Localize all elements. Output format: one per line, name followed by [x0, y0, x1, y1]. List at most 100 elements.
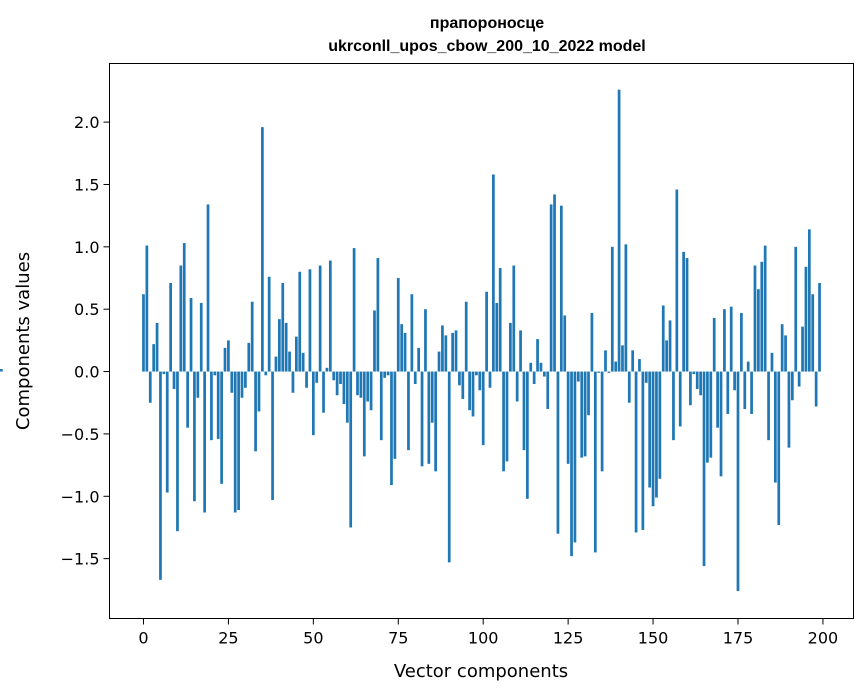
bar-170: [719, 371, 723, 477]
bar-98: [475, 371, 478, 376]
y-tick-label: −0.5: [61, 425, 100, 444]
bar-199: [818, 283, 821, 372]
bar-61: [349, 371, 353, 528]
bar-172: [726, 371, 730, 414]
bar-99: [478, 371, 482, 391]
bars-group: [0, 89, 821, 592]
bar-36: [264, 371, 268, 376]
bar-73: [390, 371, 393, 486]
bar-59: [342, 371, 346, 404]
bar-116: [536, 339, 539, 372]
bar-136: [604, 350, 607, 372]
bar-179: [750, 371, 753, 414]
bar-142: [624, 244, 628, 372]
bar-81: [417, 347, 421, 372]
bar-146: [638, 359, 641, 372]
bar-70: [379, 371, 383, 441]
bar-93: [458, 371, 461, 386]
bar-60: [345, 371, 349, 423]
y-tick-label: −1.5: [61, 550, 100, 569]
bar-20: [210, 371, 213, 441]
bar-119: [546, 371, 550, 409]
bar-10: [176, 371, 179, 532]
bar-49: [308, 269, 312, 372]
bar-50: [311, 371, 315, 436]
bar-171: [723, 309, 726, 372]
bar-198: [814, 371, 818, 407]
bar-55: [328, 260, 332, 372]
chart-subtitle: ukrconll_upos_cbow_200_10_2022 model: [328, 38, 645, 55]
y-axis-label: Components values: [13, 252, 34, 430]
bar-12: [182, 243, 186, 372]
bar-23: [220, 371, 223, 484]
bar-151: [655, 371, 658, 498]
bar-56: [332, 371, 336, 381]
x-tick-label: 125: [553, 629, 584, 648]
bar-65: [362, 371, 366, 457]
bar-117: [539, 362, 543, 372]
bar-181: [757, 289, 760, 372]
bar-114: [529, 362, 533, 372]
bar-137: [607, 371, 611, 373]
x-tick-label: 100: [468, 629, 499, 648]
bar-undefined: [0, 369, 3, 372]
bar-67: [369, 371, 373, 411]
bar-164: [699, 371, 702, 396]
bar-69: [376, 258, 380, 372]
bar-144: [631, 350, 635, 372]
bar-85: [430, 371, 434, 423]
bar-84: [427, 371, 431, 464]
bar-150: [651, 371, 655, 507]
bar-6: [162, 371, 166, 375]
bar-141: [621, 345, 624, 372]
bar-110: [515, 371, 519, 402]
bar-130: [583, 371, 587, 457]
bar-155: [668, 320, 672, 372]
bar-148: [644, 371, 648, 383]
bar-104: [495, 302, 499, 372]
bar-90: [447, 371, 451, 563]
bar-28: [237, 371, 240, 510]
bar-97: [471, 371, 475, 417]
bar-160: [685, 258, 689, 372]
bar-177: [743, 371, 747, 409]
bar-64: [359, 371, 363, 398]
bar-43: [288, 351, 291, 372]
x-tick-label: 0: [138, 629, 148, 648]
bar-79: [410, 294, 414, 372]
bar-161: [689, 371, 692, 406]
bar-139: [614, 361, 618, 372]
bar-122: [556, 371, 560, 534]
x-axis-label: Vector components: [394, 661, 568, 682]
bar-8: [169, 283, 173, 372]
x-tick-label: 25: [218, 629, 238, 648]
bar-131: [587, 371, 590, 416]
bar-91: [451, 332, 454, 372]
bar-82: [420, 371, 424, 467]
bar-190: [787, 371, 791, 448]
bar-14: [189, 297, 193, 372]
bar-158: [678, 371, 682, 427]
bar-191: [790, 371, 794, 401]
bar-147: [641, 371, 645, 530]
bar-89: [444, 335, 448, 372]
bar-105: [498, 268, 502, 372]
plot-frame: [109, 63, 854, 619]
bar-15: [193, 371, 196, 502]
bar-24: [223, 347, 227, 372]
bar-192: [794, 246, 798, 372]
bar-53: [322, 371, 325, 413]
bar-92: [454, 330, 458, 372]
bar-45: [294, 336, 298, 372]
bar-2: [148, 371, 152, 403]
bar-183: [763, 245, 767, 372]
bar-54: [325, 367, 329, 372]
bar-17: [199, 302, 203, 372]
x-tick-label: 50: [303, 629, 323, 648]
y-tick-label: 2.0: [74, 113, 99, 132]
bar-94: [461, 371, 465, 399]
bar-194: [801, 326, 804, 372]
bar-83: [424, 309, 427, 372]
x-tick-label: 75: [388, 629, 408, 648]
bar-169: [716, 371, 719, 428]
